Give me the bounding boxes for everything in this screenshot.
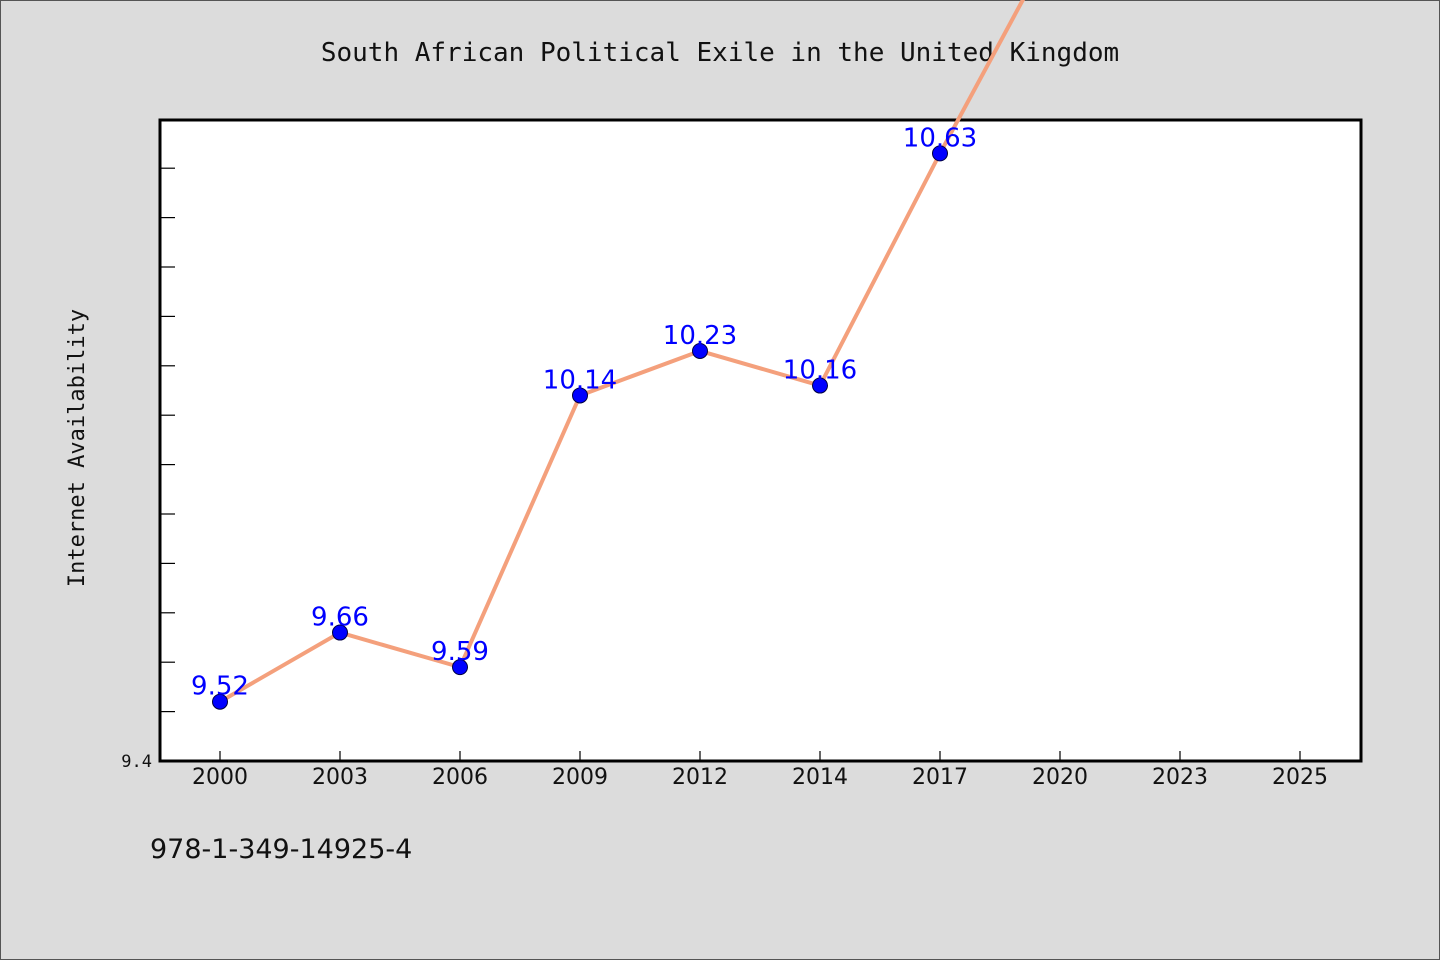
x-tick-label: 2017 <box>912 765 968 790</box>
y-axis-title: Internet Availability <box>65 309 90 587</box>
isbn-text: 978-1-349-14925-4 <box>150 834 413 865</box>
x-tick-label: 2009 <box>552 765 608 790</box>
x-tick-label: 2025 <box>1272 765 1328 790</box>
x-tick-label: 2003 <box>312 765 368 790</box>
data-label: 9.66 <box>311 603 369 633</box>
data-point-marker <box>452 659 468 676</box>
data-point-marker <box>212 693 228 710</box>
y-axis-ticks: 9.4 <box>121 167 175 772</box>
series-line <box>218 0 1026 704</box>
x-tick-label: 2014 <box>792 765 848 790</box>
x-tick-label: 2023 <box>1152 765 1208 790</box>
series-markers <box>212 145 948 710</box>
x-tick-label: 2006 <box>432 765 488 790</box>
y-tick-label: 9.4 <box>121 752 152 772</box>
data-point-marker <box>572 387 588 404</box>
chart-title: South African Political Exile in the Uni… <box>321 38 1119 68</box>
data-label: 10.16 <box>783 356 857 386</box>
data-label: 10.14 <box>543 365 617 395</box>
x-tick-label: 2000 <box>192 765 248 790</box>
data-label: 9.59 <box>431 637 489 667</box>
data-point-marker <box>692 342 708 359</box>
data-point-marker <box>332 624 348 641</box>
x-tick-label: 2020 <box>1032 765 1088 790</box>
plot-area <box>158 118 1363 763</box>
x-tick-label: 2012 <box>672 765 728 790</box>
data-label: 10.63 <box>903 123 977 153</box>
data-point-marker <box>932 145 948 162</box>
data-label: 9.52 <box>191 672 249 702</box>
data-label: 10.23 <box>663 321 737 351</box>
x-axis-tick-labels: 2000 2003 2006 2009 2012 2014 2017 2020 2023 2025 <box>192 751 1328 790</box>
data-point-marker <box>812 377 828 394</box>
data-labels: 9.529.669.5910.1410.2310.1610.6311.0811.… <box>191 123 977 702</box>
series-line-group <box>218 0 1026 704</box>
